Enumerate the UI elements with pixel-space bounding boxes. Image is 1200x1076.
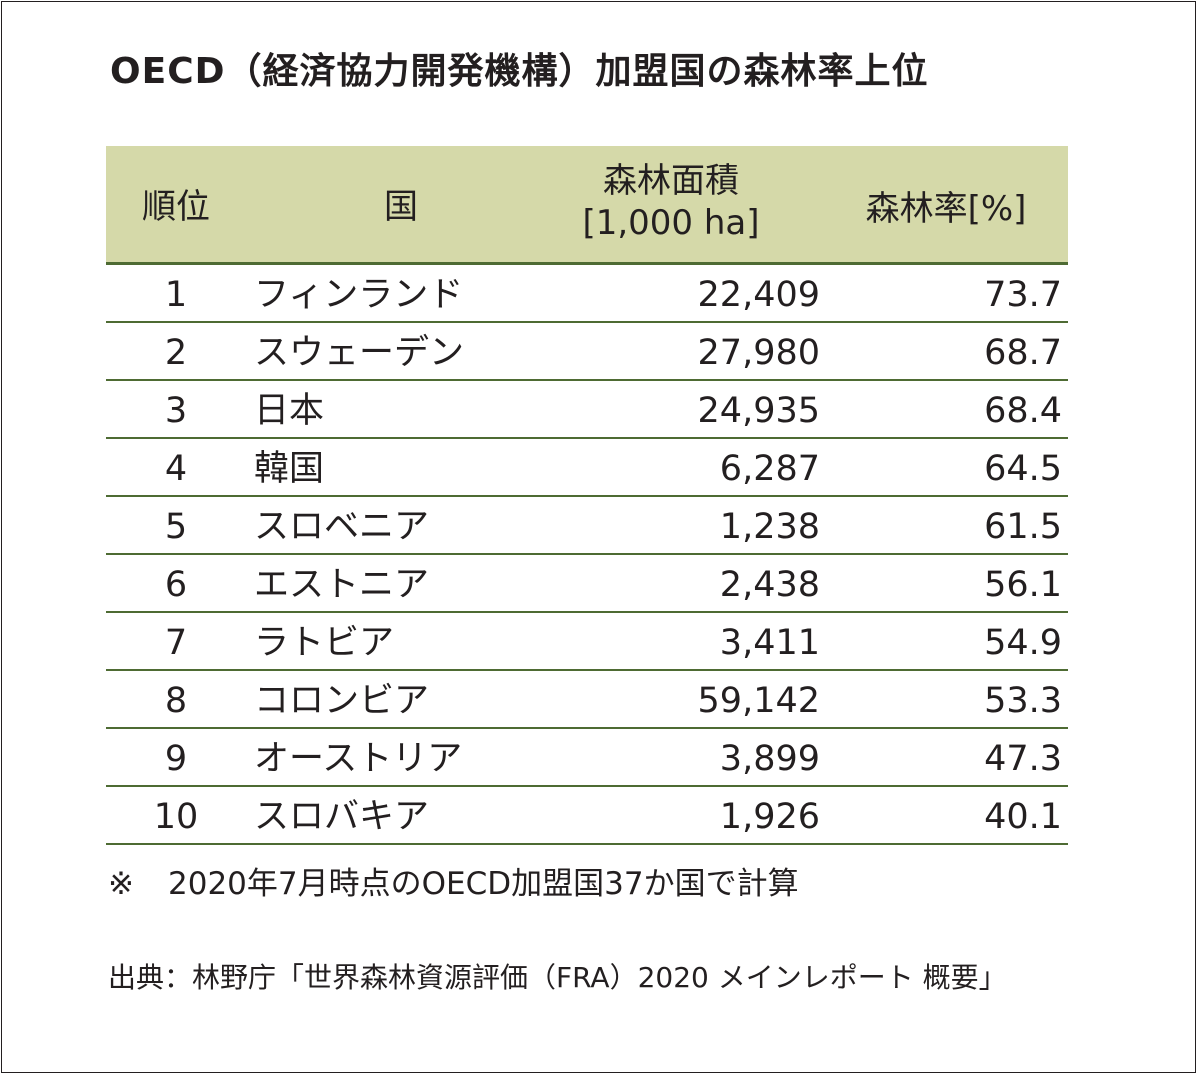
table-row: 10 スロバキア 1,926 40.1 [106, 787, 1068, 845]
rank-cell: 3 [164, 391, 188, 431]
footnote: ※ 2020年7月時点のOECD加盟国37か国で計算 [108, 858, 799, 903]
country-cell: エストニア [254, 565, 430, 605]
header-forest-area-unit: [1,000 ha] [582, 203, 760, 243]
forest-rate-cell: 53.3 [984, 681, 1062, 721]
footnote-mark: ※ [108, 866, 134, 902]
forest-area-cell: 3,899 [719, 739, 820, 779]
forest-rate-cell: 68.4 [984, 391, 1062, 431]
table-header: 順位 国 森林面積 [1,000 ha] 森林率[%] [106, 146, 1068, 265]
forest-area-cell: 1,926 [719, 797, 820, 837]
header-rank: 順位 [142, 187, 210, 227]
country-cell: ラトビア [254, 623, 395, 663]
forest-area-cell: 24,935 [697, 391, 820, 431]
country-cell: オーストリア [254, 739, 463, 779]
table-row: 7 ラトビア 3,411 54.9 [106, 613, 1068, 671]
header-country: 国 [384, 187, 418, 227]
forest-area-cell: 27,980 [697, 333, 820, 373]
table-row: 2 スウェーデン 27,980 68.7 [106, 323, 1068, 381]
forest-rate-cell: 54.9 [984, 623, 1062, 663]
forest-area-cell: 59,142 [697, 681, 820, 721]
rank-cell: 10 [153, 797, 199, 837]
header-forest-rate: 森林率[%] [865, 189, 1027, 229]
source-credit: 出典：林野庁「世界森林資源評価（FRA）2020 メインレポート 概要」 [108, 961, 1007, 994]
rank-cell: 5 [164, 507, 188, 547]
rank-cell: 2 [164, 333, 188, 373]
forest-area-cell: 22,409 [697, 275, 820, 315]
rank-cell: 1 [164, 275, 188, 315]
figure-title: OECD（経済協力開発機構）加盟国の森林率上位 [110, 51, 929, 92]
rank-cell: 4 [164, 449, 188, 489]
forest-rate-cell: 64.5 [984, 449, 1062, 489]
rank-cell: 6 [164, 565, 188, 605]
country-cell: スウェーデン [254, 333, 465, 373]
country-cell: スロベニア [254, 507, 430, 547]
forest-rate-cell: 61.5 [984, 507, 1062, 547]
footnote-text: 2020年7月時点のOECD加盟国37か国で計算 [168, 866, 799, 902]
forest-area-cell: 3,411 [719, 623, 820, 663]
forest-rate-cell: 40.1 [984, 797, 1062, 837]
header-forest-area: 森林面積 [1,000 ha] [546, 160, 796, 244]
rank-cell: 8 [164, 681, 188, 721]
forest-area-cell: 6,287 [719, 449, 820, 489]
country-cell: スロバキア [254, 797, 430, 837]
rank-cell: 7 [164, 623, 188, 663]
table-row: 4 韓国 6,287 64.5 [106, 439, 1068, 497]
table-row: 1 フィンランド 22,409 73.7 [106, 265, 1068, 323]
rank-cell: 9 [164, 739, 188, 779]
forest-area-cell: 2,438 [719, 565, 820, 605]
table-row: 8 コロンビア 59,142 53.3 [106, 671, 1068, 729]
table-row: 3 日本 24,935 68.4 [106, 381, 1068, 439]
forest-rate-table: 順位 国 森林面積 [1,000 ha] 森林率[%] 1 フィンランド 22,40… [106, 146, 1068, 845]
header-forest-area-label: 森林面積 [603, 161, 739, 201]
forest-rate-cell: 47.3 [984, 739, 1062, 779]
table-row: 5 スロベニア 1,238 61.5 [106, 497, 1068, 555]
country-cell: 韓国 [254, 449, 325, 489]
country-cell: コロンビア [254, 681, 430, 721]
forest-rate-cell: 56.1 [984, 565, 1062, 605]
table-body: 1 フィンランド 22,409 73.7 2 スウェーデン 27,980 68.7 3 日本 24,… [106, 265, 1068, 845]
country-cell: 日本 [254, 391, 325, 431]
forest-area-cell: 1,238 [719, 507, 820, 547]
country-cell: フィンランド [254, 275, 464, 315]
forest-rate-cell: 68.7 [984, 333, 1062, 373]
table-row: 9 オーストリア 3,899 47.3 [106, 729, 1068, 787]
forest-rate-cell: 73.7 [984, 275, 1062, 315]
table-row: 6 エストニア 2,438 56.1 [106, 555, 1068, 613]
